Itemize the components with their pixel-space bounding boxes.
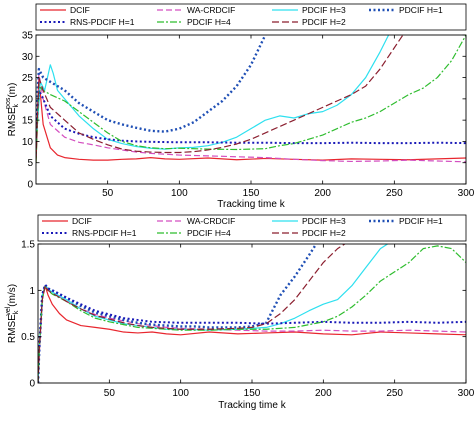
x-tick-label: 150 (243, 188, 260, 199)
series-line-dcif (36, 76, 466, 163)
x-tick-label: 300 (458, 188, 474, 199)
y-tick-label: 15 (22, 116, 34, 127)
series-line-pdcif-h-4 (36, 35, 466, 163)
legend-label: PDCIF H=2 (302, 17, 346, 27)
x-tick-label: 150 (244, 388, 261, 399)
y-tick-label: 10 (22, 137, 34, 148)
chart-panel-2: 50 100 150 200 250 300 0 0.5 1 1.5 Tracking time k… (5, 214, 474, 411)
series-line-pdcif-h-3 (36, 35, 390, 150)
x-tick-label: 300 (458, 388, 474, 399)
legend-label: WA-CRDCIF (187, 216, 235, 226)
x-tick-label: 50 (104, 388, 116, 399)
chart-panel-1: 50 100 150 200 250 300 0 5 10 15 20 25 30 35 Tracking … (5, 3, 474, 210)
legend-label: WA-CRDCIF (187, 5, 235, 15)
legend: DCIF WA-CRDCIF PDCIF H=3 PDCIF H=1 RNS-PDCIF… (37, 214, 467, 242)
y-tick-label: 0 (27, 180, 33, 191)
x-tick-label: 250 (386, 188, 403, 199)
y-tick-label: 30 (22, 52, 34, 63)
legend-label: PDCIF H=3 (302, 5, 346, 15)
legend-label: PDCIF H=4 (187, 17, 231, 27)
x-tick-label: 100 (171, 188, 188, 199)
series-line-rns-pdcif-h-1 (36, 89, 466, 145)
x-tick-label: 200 (314, 188, 331, 199)
y-tick-label: 0 (29, 379, 35, 390)
y-tick-label: 0.5 (21, 332, 35, 343)
series-line-wa-crdcif (38, 285, 466, 383)
y-tick-label: 1 (29, 286, 35, 297)
y-axis-label: RMSEkpos(m) (5, 83, 20, 137)
legend-label: RNS-PDCIF H=1 (70, 17, 135, 27)
y-tick-label: 5 (27, 158, 33, 169)
legend-label: PDCIF H=2 (302, 228, 346, 238)
series-line-pdcif-h-1 (36, 35, 267, 133)
y-axis-label: RMSEkvel(m/s) (5, 284, 20, 343)
legend-box (35, 3, 467, 31)
x-tick-label: 50 (102, 188, 114, 199)
x-tick-label: 200 (315, 388, 332, 399)
legend: DCIF WA-CRDCIF PDCIF H=3 PDCIF H=1 RNS-PDCIF… (35, 3, 467, 31)
legend-label: PDCIF H=1 (399, 216, 443, 226)
x-tick-label: 250 (386, 388, 403, 399)
series-line-dcif (38, 285, 466, 383)
series-line-wa-crdcif (36, 72, 466, 163)
legend-box (37, 214, 467, 242)
series-line-pdcif-h-2 (36, 35, 404, 159)
legend-label: PDCIF H=3 (302, 216, 346, 226)
series-lines (36, 35, 466, 163)
x-axis-label: Tracking time k (217, 199, 285, 210)
series-line-pdcif-h-2 (38, 244, 346, 383)
x-tick-label: 100 (172, 388, 189, 399)
y-tick-label: 35 (22, 31, 34, 42)
y-tick-label: 25 (22, 73, 34, 84)
y-tick-label: 1.5 (21, 240, 35, 251)
series-line-pdcif-h-1 (38, 244, 318, 383)
legend-label: DCIF (72, 216, 92, 226)
series-lines (38, 244, 466, 383)
legend-label: PDCIF H=1 (399, 5, 443, 15)
x-axis-label: Tracking time k (218, 400, 286, 411)
legend-label: PDCIF H=4 (187, 228, 231, 238)
y-tick-label: 20 (22, 94, 34, 105)
legend-label: RNS-PDCIF H=1 (72, 228, 137, 238)
legend-label: DCIF (70, 5, 90, 15)
plot-frame (35, 34, 467, 185)
